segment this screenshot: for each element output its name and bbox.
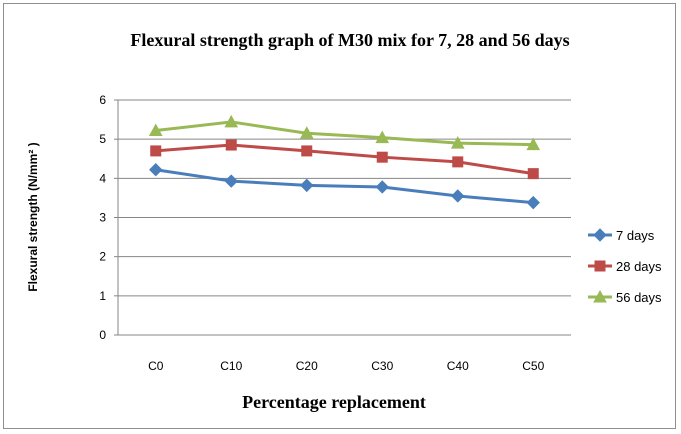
data-point <box>527 168 539 180</box>
data-point <box>451 189 465 203</box>
legend-marker <box>593 289 607 303</box>
data-point <box>376 151 388 163</box>
y-tick-label: 6 <box>99 93 106 107</box>
data-point <box>375 130 390 144</box>
x-tick-labels: C0 C10 C20 C30 C40 C50 <box>148 359 545 373</box>
y-tick-label: 3 <box>99 211 106 225</box>
x-axis-title: Percentage replacement <box>242 392 426 412</box>
x-tick-label: C10 <box>220 359 242 373</box>
data-point <box>300 178 314 193</box>
x-tick-label: C40 <box>447 359 469 373</box>
data-point <box>526 195 540 210</box>
y-tick-label: 1 <box>99 289 106 303</box>
legend-label: 28 days <box>616 259 662 274</box>
y-tick-label: 2 <box>99 250 106 264</box>
chart-title: Flexural strength graph of M30 mix for 7… <box>130 30 569 50</box>
y-axis-title: Flexural strength (N/mm² ) <box>26 142 40 291</box>
data-point <box>148 123 163 137</box>
data-point <box>526 137 541 151</box>
data-point <box>450 136 465 149</box>
legend-label: 56 days <box>616 290 662 305</box>
series-line-2 <box>155 143 534 176</box>
y-tick-label: 5 <box>99 132 106 146</box>
series-line-3 <box>155 120 534 147</box>
series-lines <box>148 114 541 210</box>
x-tick-label: C50 <box>522 359 544 373</box>
data-point <box>225 139 237 151</box>
x-tick-label: C20 <box>296 359 318 373</box>
y-tick-labels: 0 1 2 3 4 5 6 <box>99 93 106 342</box>
data-point <box>224 114 239 128</box>
x-tick-label: C0 <box>148 359 164 373</box>
gridlines <box>114 99 571 336</box>
chart-frame <box>3 3 676 429</box>
data-point <box>375 180 389 194</box>
legend: 7 days 28 days 56 days <box>588 228 662 305</box>
data-point <box>299 126 314 139</box>
legend-label: 7 days <box>616 228 655 243</box>
x-tick-label: C30 <box>371 359 393 373</box>
data-point <box>224 174 238 188</box>
data-point <box>301 145 313 157</box>
legend-marker <box>594 260 606 272</box>
legend-marker <box>593 228 607 242</box>
series-line-1 <box>155 168 534 205</box>
data-point <box>150 145 162 157</box>
data-point <box>452 156 464 168</box>
y-tick-label: 0 <box>99 328 106 342</box>
data-point <box>149 163 163 177</box>
y-tick-label: 4 <box>99 171 106 185</box>
